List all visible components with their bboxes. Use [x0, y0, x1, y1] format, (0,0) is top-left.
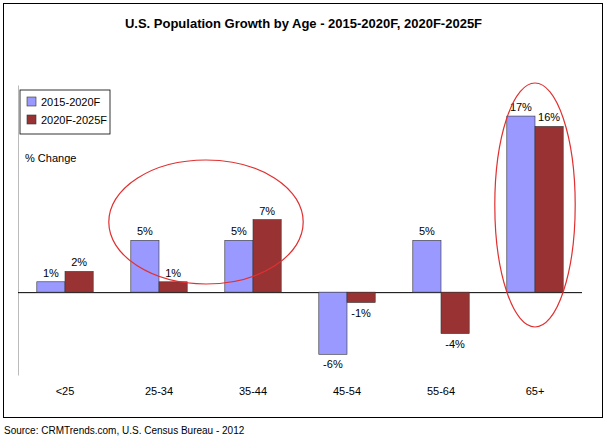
bar — [225, 240, 253, 292]
x-tick: 55-64 — [427, 385, 455, 397]
legend-swatch — [27, 97, 36, 106]
highlights — [109, 83, 575, 327]
x-tick-label: 55-64 — [427, 385, 455, 397]
highlight-ellipse — [495, 83, 575, 327]
zero-line — [18, 292, 582, 293]
data-label: -4% — [445, 338, 465, 350]
bar — [37, 282, 65, 292]
x-tick-label: 25-34 — [145, 385, 173, 397]
title: U.S. Population Growth by Age - 2015-202… — [125, 16, 482, 31]
legend-label: 2020F-2025F — [41, 114, 107, 126]
data-label: 5% — [231, 225, 247, 237]
bar — [65, 271, 93, 292]
bar — [253, 220, 281, 293]
chart: U.S. Population Growth by Age - 2015-202… — [0, 0, 607, 441]
bar — [347, 292, 375, 302]
x-tick: 45-54 — [333, 385, 361, 397]
legend-swatch — [27, 115, 36, 124]
bar — [159, 282, 187, 292]
y-axis-line — [18, 86, 19, 376]
y-tick — [18, 292, 582, 293]
bars — [37, 116, 563, 354]
bar — [131, 240, 159, 292]
x-tick: 65+ — [526, 385, 545, 397]
y-label: % Change — [25, 152, 76, 164]
x-tick: 25-34 — [145, 385, 173, 397]
data-label: 1% — [43, 267, 59, 279]
x-tick: <25 — [56, 385, 75, 397]
data-label: 5% — [137, 225, 153, 237]
data-label: 1% — [165, 267, 181, 279]
data-label: 16% — [538, 111, 560, 123]
highlight-ellipse — [109, 160, 303, 284]
data-label: -6% — [323, 358, 343, 370]
bar — [319, 292, 347, 354]
legend-box — [20, 90, 110, 134]
x-tick-label: <25 — [56, 385, 75, 397]
data-labels: 1%5%5%-6%5%17%2%1%7%-1%-4%16% — [43, 101, 560, 370]
legend-label: 2015-2020F — [41, 96, 101, 108]
legend: 2015-2020F 2020F-2025F — [20, 90, 110, 134]
data-label: 2% — [71, 256, 87, 268]
x-tick-label: 45-54 — [333, 385, 361, 397]
source: Source: CRMTrends.com, U.S. Census Burea… — [4, 425, 245, 436]
bar — [507, 116, 535, 292]
x-axis: <25 25-34 35-44 45-54 55-64 65+ — [56, 385, 545, 397]
bar — [441, 292, 469, 333]
data-label: -1% — [351, 307, 371, 319]
x-tick-label: 35-44 — [239, 385, 267, 397]
x-tick-label: 65+ — [526, 385, 545, 397]
chart-border — [4, 4, 603, 418]
data-label: 7% — [259, 205, 275, 217]
data-label: 5% — [419, 225, 435, 237]
y-axis — [18, 86, 582, 376]
bar — [535, 126, 563, 292]
x-tick: 35-44 — [239, 385, 267, 397]
bar — [413, 240, 441, 292]
